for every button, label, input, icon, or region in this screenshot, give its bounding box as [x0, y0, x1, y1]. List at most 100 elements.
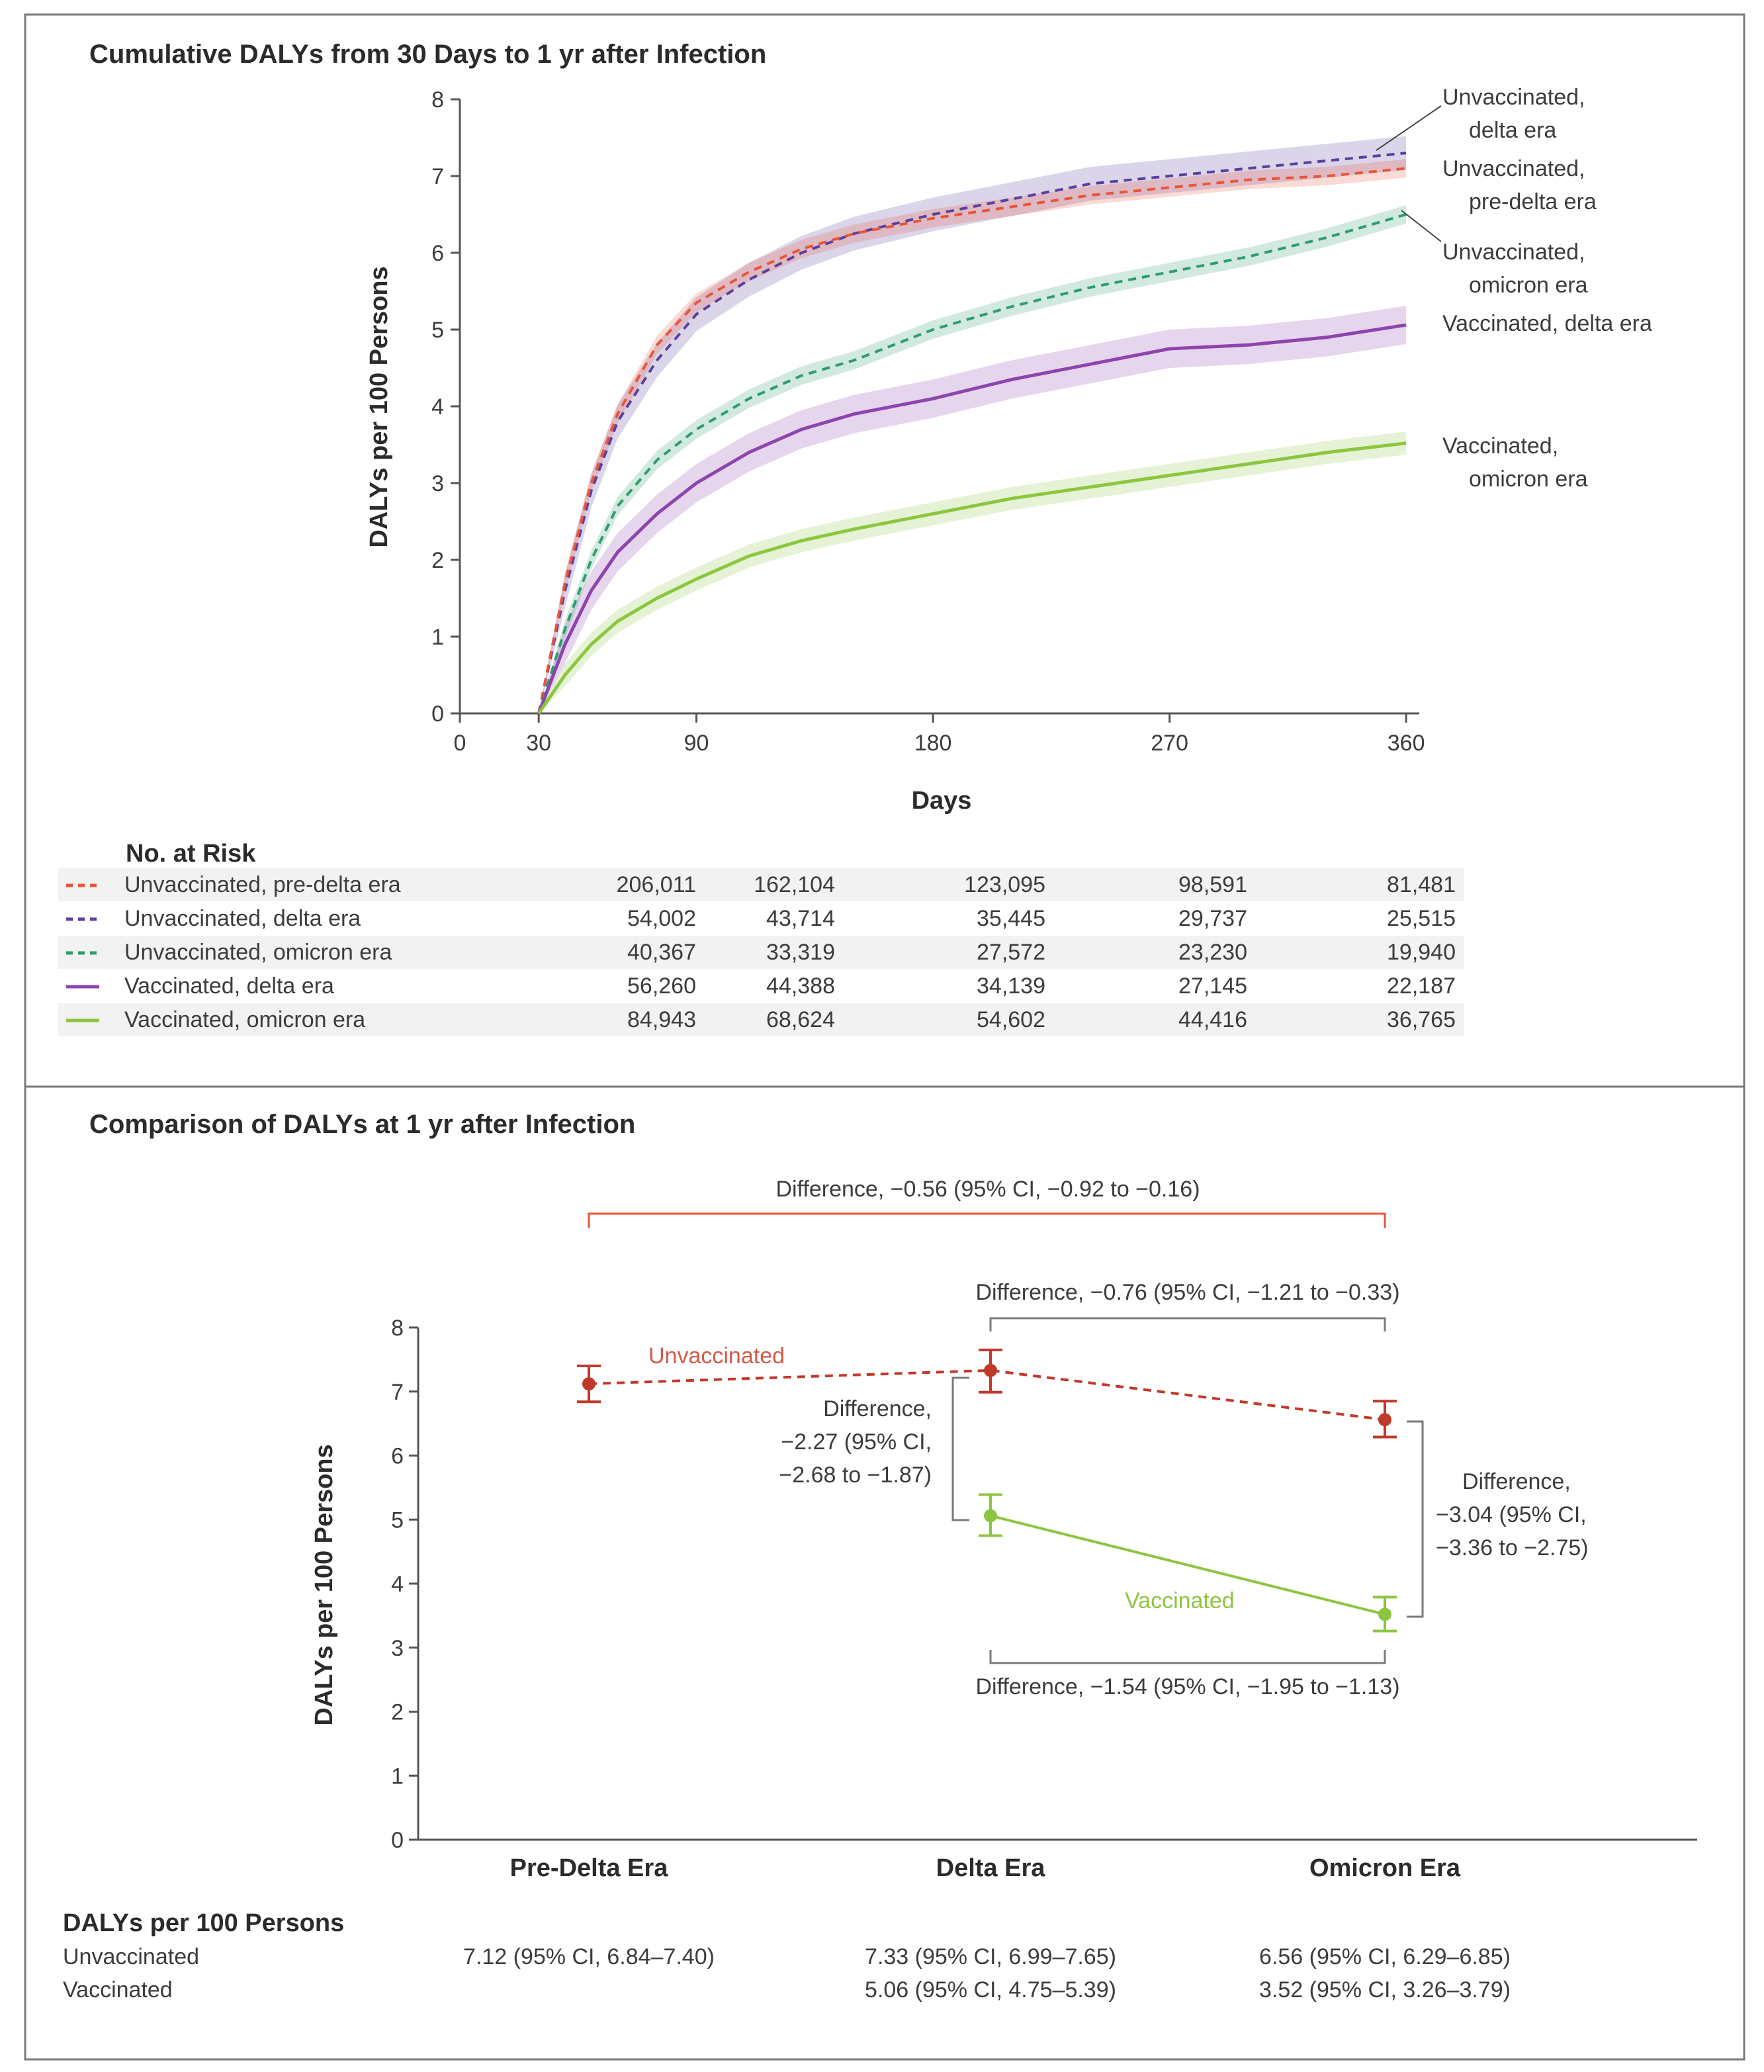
diff-upper-bracket — [989, 1317, 1386, 1331]
panel-b-y-tick-label: 2 — [391, 1700, 404, 1725]
at-risk-value: 44,416 — [1178, 1007, 1247, 1032]
series-label-vaccinated-delta-era: Vaccinated, delta era — [1442, 311, 1652, 336]
line-unvaccinated-omicron-era — [537, 213, 1407, 714]
line-vaccinated-delta-era — [537, 323, 1407, 714]
panel-b-y-tick-label: 1 — [391, 1764, 404, 1789]
diff-delta-line-2: −2.27 (95% CI, — [781, 1429, 932, 1455]
panel-a-x-tick-label: 90 — [684, 731, 709, 756]
at-risk-value: 206,011 — [617, 872, 696, 897]
at-risk-value: 25,515 — [1387, 906, 1456, 931]
at-risk-value: 56,260 — [627, 973, 696, 999]
panel-a-x-tick-label: 180 — [914, 731, 952, 756]
panel-a-y-tick-label: 7 — [431, 164, 444, 189]
panel-a-y-tick-label: 6 — [431, 241, 444, 266]
diff-delta-line-1: Difference, — [823, 1396, 932, 1421]
point-vaccinated-omicron-era — [1378, 1607, 1391, 1621]
diff-omicron-line-3: −3.36 to −2.75) — [1436, 1535, 1589, 1560]
panel-a-y-tick-label: 4 — [431, 394, 444, 420]
at-risk-value: 98,591 — [1178, 872, 1247, 897]
panel-a-xlabel: Days — [912, 787, 972, 815]
connector-unvaccinated — [588, 1369, 1386, 1421]
panel-b-frame — [24, 1085, 1745, 2061]
series-label-vaccinated-omicron-era: omicron era — [1469, 467, 1588, 492]
at-risk-value: 81,481 — [1387, 872, 1456, 897]
ci-band-vaccinated-omicron-era — [539, 431, 1407, 713]
point-unvaccinated-pre-delta-era — [582, 1377, 595, 1391]
dalys-value: 7.12 (95% CI, 6.84–7.40) — [463, 1944, 715, 1969]
diff-omicron-line-2: −3.04 (95% CI, — [1436, 1502, 1587, 1527]
panel-a-x-tick-label: 0 — [454, 731, 466, 756]
category-label-omicron-era: Omicron Era — [1309, 1854, 1461, 1882]
dalys-value: 6.56 (95% CI, 6.29–6.85) — [1259, 1944, 1511, 1969]
panel-b-y-tick-label: 4 — [391, 1572, 404, 1597]
at-risk-value: 40,367 — [627, 940, 696, 965]
at-risk-value: 22,187 — [1387, 973, 1456, 999]
diff-lower-bracket — [989, 1650, 1386, 1664]
diff-omicron-label: Difference, −3.04 (95% CI, −3.36 to −2.7… — [1436, 1469, 1589, 1560]
diff-delta-bracket — [951, 1376, 969, 1521]
panel-a-ylabel: DALYs per 100 Persons — [365, 266, 393, 547]
unvaccinated-series-label: Unvaccinated — [648, 1343, 785, 1369]
at-risk-label: Unvaccinated, omicron era — [124, 940, 392, 965]
panel-b-plot: 0 1 2 3 4 5 6 7 8 Pre-Delta Era Delta Era Omicron E… — [391, 1316, 1697, 1882]
at-risk-label: Vaccinated, omicron era — [124, 1007, 365, 1032]
leader-line-omicron — [1401, 210, 1442, 242]
at-risk-table: Unvaccinated, pre-delta era 206,011 162,10… — [58, 868, 1464, 1036]
line-vaccinated-omicron-era — [537, 441, 1407, 715]
at-risk-value: 36,765 — [1387, 1007, 1456, 1032]
diff-top-label: Difference, −0.56 (95% CI, −0.92 to −0.1… — [775, 1177, 1200, 1202]
dalys-value: 7.33 (95% CI, 6.99–7.65) — [865, 1944, 1116, 1969]
panel-a-y-tick-label: 8 — [431, 87, 444, 113]
series-label-unvaccinated-pre-delta-era: Unvaccinated, — [1442, 156, 1585, 181]
dalys-row-label: Unvaccinated — [63, 1944, 199, 1969]
category-label-pre-delta-era: Pre-Delta Era — [510, 1854, 669, 1882]
at-risk-value: 19,940 — [1387, 940, 1456, 965]
panel-b-y-tick-label: 8 — [391, 1316, 404, 1341]
panel-a-y-tick-label: 5 — [431, 318, 444, 343]
series-label-unvaccinated-delta-era: delta era — [1469, 118, 1556, 143]
at-risk-label: Vaccinated, delta era — [124, 973, 334, 999]
panel-b-title: Comparison of DALYs at 1 yr after Infect… — [89, 1110, 635, 1139]
diff-lower-label: Difference, −1.54 (95% CI, −1.95 to −1.1… — [975, 1674, 1399, 1699]
at-risk-value: 35,445 — [977, 906, 1045, 931]
connector-vaccinated — [990, 1514, 1386, 1616]
panel-a-y-tick-label: 3 — [431, 471, 444, 496]
series-label-unvaccinated-omicron-era: omicron era — [1469, 273, 1588, 298]
diff-delta-line-3: −2.68 to −1.87) — [779, 1463, 932, 1488]
diff-omicron-line-1: Difference, — [1462, 1469, 1571, 1494]
line-unvaccinated-delta-era — [537, 152, 1407, 714]
panel-b-ylabel: DALYs per 100 Persons — [310, 1444, 338, 1725]
panel-a-y-tick-label: 1 — [431, 625, 444, 650]
panel-a-y-tick-label: 0 — [431, 701, 444, 727]
diff-omicron-bracket — [1407, 1420, 1424, 1618]
at-risk-value: 54,002 — [627, 906, 696, 931]
panel-a-plot: 0 1 2 3 4 5 6 7 8 0 30 90 180 270 360 Unvaccinated, delt… — [431, 85, 1652, 756]
at-risk-value: 68,624 — [766, 1007, 835, 1032]
series-label-vaccinated-omicron-era: Vaccinated, — [1442, 433, 1558, 459]
at-risk-value: 27,572 — [977, 940, 1045, 965]
at-risk-value: 44,388 — [766, 973, 835, 999]
at-risk-label: Unvaccinated, pre-delta era — [124, 872, 401, 897]
at-risk-value: 54,602 — [977, 1007, 1045, 1032]
panel-a-x-tick-label: 360 — [1388, 731, 1425, 756]
series-label-unvaccinated-pre-delta-era: pre-delta era — [1469, 189, 1597, 214]
at-risk-label: Unvaccinated, delta era — [124, 906, 361, 931]
panel-b-y-tick-label: 0 — [391, 1828, 404, 1853]
panel-b-y-tick-label: 3 — [391, 1636, 404, 1661]
at-risk-value: 43,714 — [766, 906, 835, 931]
ci-band-vaccinated-delta-era — [539, 306, 1407, 713]
at-risk-value: 33,319 — [766, 940, 835, 965]
at-risk-value: 34,139 — [977, 973, 1045, 999]
dalys-value: 5.06 (95% CI, 4.75–5.39) — [865, 1977, 1116, 2003]
panel-b-y-tick-label: 5 — [391, 1508, 404, 1533]
series-label-unvaccinated-omicron-era: Unvaccinated, — [1442, 240, 1585, 265]
at-risk-value: 84,943 — [627, 1007, 696, 1032]
diff-upper-label: Difference, −0.76 (95% CI, −1.21 to −0.3… — [975, 1280, 1399, 1305]
at-risk-row-bg — [58, 936, 1464, 969]
vaccinated-series-label: Vaccinated — [1125, 1588, 1235, 1613]
panel-a-y-tick-label: 2 — [431, 548, 444, 573]
series-label-unvaccinated-delta-era: Unvaccinated, — [1442, 85, 1585, 110]
panel-b-y-tick-label: 6 — [391, 1444, 404, 1469]
point-unvaccinated-omicron-era — [1378, 1413, 1391, 1427]
